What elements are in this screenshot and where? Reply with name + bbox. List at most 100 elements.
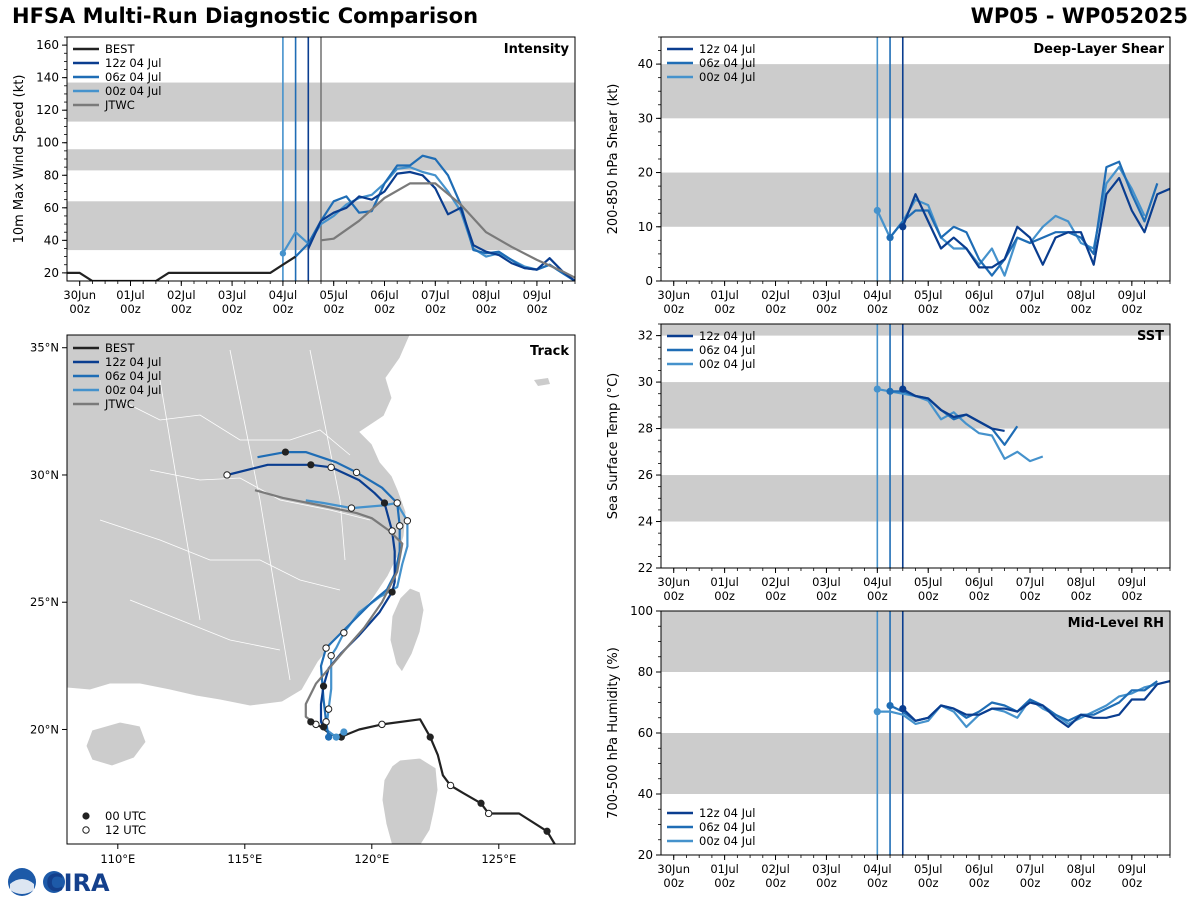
sst-xtick-hour: 00z bbox=[714, 589, 735, 603]
intensity-legend-label-run12z: 12z 04 Jul bbox=[105, 56, 162, 70]
shear-ytick-label: 40 bbox=[638, 57, 653, 71]
track-marker-start bbox=[332, 733, 340, 741]
track-marker-12utc bbox=[388, 527, 396, 535]
shear-ytick-label: 0 bbox=[645, 274, 653, 288]
track-series bbox=[223, 448, 556, 844]
intensity-xtick-hour: 00z bbox=[273, 302, 294, 316]
rh-xtick-hour: 00z bbox=[1020, 876, 1041, 890]
rh-xtick-date: 30Jun bbox=[657, 862, 690, 876]
korea-japan-islet-land bbox=[534, 378, 550, 386]
track-marker-12utc bbox=[393, 499, 401, 507]
track-marker-start bbox=[325, 733, 333, 741]
philippines-luzon-land bbox=[381, 757, 439, 844]
sst-xtick-hour: 00z bbox=[663, 589, 684, 603]
intensity-series-run12z bbox=[307, 170, 575, 281]
rh-legend-label-run12z: 12z 04 Jul bbox=[699, 806, 756, 820]
sst-xtick-hour: 00z bbox=[1121, 589, 1142, 603]
track-marker-00utc bbox=[380, 499, 389, 507]
intensity-start-marker-run00z bbox=[279, 250, 287, 257]
intensity-ytick-label: 20 bbox=[44, 266, 59, 280]
sst-xtick-hour: 00z bbox=[867, 589, 888, 603]
intensity-xtick-hour: 00z bbox=[222, 302, 243, 316]
shear-xtick-date: 01Jul bbox=[710, 288, 739, 302]
track-legend-label-open: 12 UTC bbox=[105, 823, 146, 837]
track-legend-label-run12z: 12z 04 Jul bbox=[105, 355, 162, 369]
track-marker-00utc bbox=[477, 799, 485, 807]
shear-xtick-date: 03Jul bbox=[812, 288, 841, 302]
intensity-xtick-hour: 00z bbox=[69, 302, 90, 316]
sst-legend-label-run06z: 06z 04 Jul bbox=[699, 343, 756, 357]
hainan-island-land bbox=[85, 721, 147, 767]
sst-series bbox=[873, 385, 1044, 463]
rh-bands bbox=[661, 611, 1170, 794]
intensity-series-run00z bbox=[281, 166, 575, 281]
track-marker-12utc bbox=[324, 705, 333, 713]
track-marker-12utc bbox=[340, 629, 348, 637]
rh-xtick-date: 06Jul bbox=[965, 862, 994, 876]
mainland-china-land bbox=[67, 335, 411, 707]
intensity-xtick-date: 07Jul bbox=[421, 288, 450, 302]
sst-plot-area bbox=[661, 324, 1170, 568]
rh-xtick-hour: 00z bbox=[867, 876, 888, 890]
intensity-xtick-date: 30Jun bbox=[63, 288, 96, 302]
intensity-ylabel: 10m Max Wind Speed (kt) bbox=[12, 75, 27, 244]
track-frame bbox=[66, 334, 576, 845]
sst-threshold-band bbox=[661, 382, 1170, 429]
intensity-xtick-date: 04Jul bbox=[269, 288, 298, 302]
intensity-xtick-hour: 00z bbox=[425, 302, 446, 316]
track-lon-label: 110°E bbox=[100, 852, 135, 866]
sst-ytick-label: 28 bbox=[638, 422, 653, 436]
rh-ytick-label: 60 bbox=[638, 726, 653, 740]
rh-xtick-hour: 00z bbox=[714, 876, 735, 890]
rh-xtick-hour: 00z bbox=[816, 876, 837, 890]
sst-start-marker-run12z bbox=[899, 385, 907, 393]
track-panel-title: Track bbox=[530, 344, 569, 359]
sst-ylabel: Sea Surface Temp (°C) bbox=[606, 373, 621, 520]
track-lon-label: 125°E bbox=[481, 852, 516, 866]
storm-id: WP05 - WP052025 bbox=[970, 4, 1188, 28]
track-line-jtwc bbox=[254, 489, 404, 726]
shear-ytick-label: 20 bbox=[638, 166, 653, 180]
rh-panel-title: Mid-Level RH bbox=[1068, 616, 1164, 631]
track-marker-00utc bbox=[388, 588, 396, 596]
shear-xtick-hour: 00z bbox=[714, 302, 735, 316]
sst-ytick-label: 32 bbox=[638, 329, 653, 343]
track-marker-12utc bbox=[327, 651, 335, 660]
track-legend-marker-12utc bbox=[82, 826, 90, 834]
shear-ytick-label: 30 bbox=[638, 111, 653, 125]
track-marker-12utc bbox=[446, 781, 455, 790]
intensity-panel-title: Intensity bbox=[504, 42, 570, 57]
track-marker-00utc bbox=[281, 448, 290, 456]
track-marker-12utc bbox=[347, 504, 356, 512]
sst-xtick-date: 01Jul bbox=[710, 575, 739, 589]
rh-legend-label-run00z: 00z 04 Jul bbox=[699, 834, 756, 848]
rh-xtick-date: 05Jul bbox=[914, 862, 943, 876]
sst-ytick-label: 24 bbox=[638, 515, 653, 529]
track-marker-12utc bbox=[327, 463, 335, 472]
shear-legend-label-run12z: 12z 04 Jul bbox=[699, 42, 756, 56]
sst-xtick-date: 30Jun bbox=[657, 575, 690, 589]
track-marker-00utc bbox=[319, 723, 328, 731]
shear-xtick-hour: 00z bbox=[918, 302, 939, 316]
track-marker-00utc bbox=[307, 461, 315, 469]
sst-xtick-date: 04Jul bbox=[863, 575, 892, 589]
sst-panel: 22242628303230Jun00z01Jul00z02Jul00z03Ju… bbox=[606, 323, 1171, 603]
shear-xtick-date: 07Jul bbox=[1016, 288, 1045, 302]
sst-xtick-date: 03Jul bbox=[812, 575, 841, 589]
sst-xtick-hour: 00z bbox=[816, 589, 837, 603]
intensity-xtick-hour: 00z bbox=[323, 302, 344, 316]
rh-xtick-date: 08Jul bbox=[1067, 862, 1096, 876]
track-line-run06z bbox=[257, 451, 401, 738]
track-marker-12utc bbox=[322, 644, 330, 652]
rh-xtick-hour: 00z bbox=[918, 876, 939, 890]
rh-xtick-date: 04Jul bbox=[863, 862, 892, 876]
taiwan-island-land bbox=[389, 587, 425, 673]
intensity-xtick-date: 03Jul bbox=[218, 288, 247, 302]
shear-start-marker-run06z bbox=[886, 234, 894, 242]
sst-legend-label-run00z: 00z 04 Jul bbox=[699, 357, 756, 371]
cira-globe-icon bbox=[43, 871, 65, 893]
track-marker-12utc bbox=[484, 809, 493, 818]
sst-bands bbox=[661, 324, 1170, 522]
intensity-ytick-label: 160 bbox=[36, 38, 59, 52]
intensity-xtick-date: 06Jul bbox=[370, 288, 399, 302]
